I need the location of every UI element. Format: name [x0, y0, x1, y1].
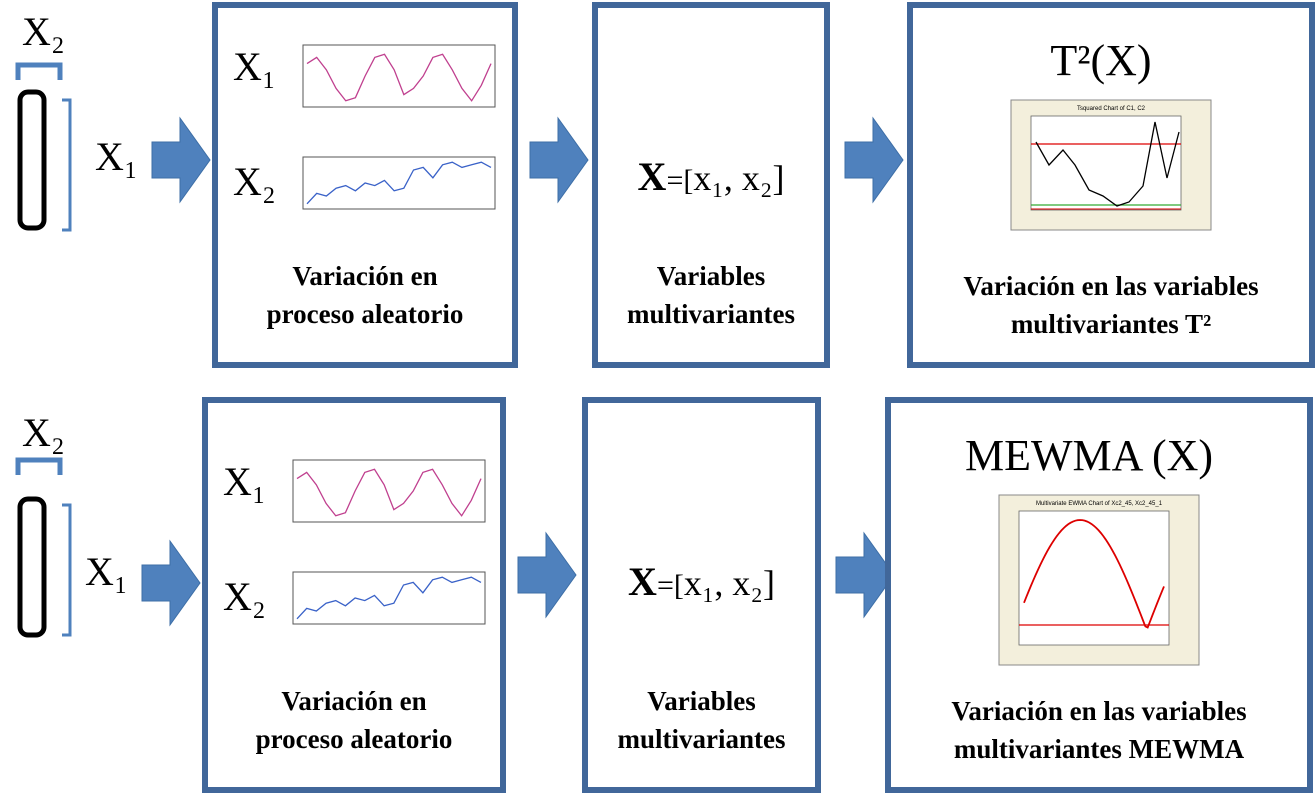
- formula-part: =[: [666, 164, 693, 197]
- box: [592, 2, 830, 368]
- caption: multivariantes: [627, 299, 795, 329]
- bracket: [15, 457, 63, 475]
- pipe: [17, 89, 47, 231]
- mini-chart-line: [306, 53, 492, 102]
- pipe-side-label: X₁: [95, 134, 138, 179]
- mini-chart-frame: [292, 459, 486, 523]
- caption: proceso aleatorio: [267, 299, 464, 329]
- inner-chart-title: Multivariate EWMA Chart of Xc2_45, Xc2_4…: [1036, 501, 1163, 507]
- chart-title: MEWMA (X): [965, 431, 1213, 480]
- formula: X=[x₁, x₂]: [638, 154, 785, 199]
- arrow: [529, 116, 589, 204]
- mini-chart-frame: [292, 571, 486, 625]
- caption: Variación en: [281, 686, 426, 716]
- formula-part: x₁, x₂]: [684, 563, 775, 603]
- mini-chart-frame: [302, 156, 496, 210]
- caption: proceso aleatorio: [256, 724, 453, 754]
- pipe-side-label: X₁: [85, 549, 128, 594]
- chart-line: [1023, 519, 1165, 629]
- caption: Variación en: [292, 261, 437, 291]
- formula: X=[x₁, x₂]: [628, 559, 775, 604]
- bracket: [15, 62, 63, 80]
- arrow: [517, 531, 577, 619]
- series-label: X₂: [233, 159, 276, 204]
- formula-part: X: [628, 559, 657, 604]
- mini-chart-line: [296, 468, 482, 517]
- arrow: [141, 539, 201, 627]
- formula-part: x₁, x₂]: [693, 158, 784, 198]
- chart-line: [1035, 121, 1180, 207]
- caption: multivariantes T²: [1011, 309, 1211, 339]
- caption: multivariantes MEWMA: [954, 734, 1245, 764]
- mini-chart-line: [306, 161, 492, 205]
- plot-area: [1030, 115, 1182, 211]
- caption: multivariantes: [618, 724, 786, 754]
- arrow: [844, 116, 904, 204]
- formula-part: X: [638, 154, 667, 199]
- inner-chart-title: Tsquared Chart of C1, C2: [1077, 106, 1146, 112]
- caption: Variación en las variables: [963, 271, 1258, 301]
- caption: Variables: [647, 686, 756, 716]
- formula-part: =[: [657, 569, 684, 602]
- series-label: X₂: [223, 574, 266, 619]
- pipe-top-label: X₂: [22, 410, 65, 455]
- bracket: [62, 98, 72, 232]
- box: [582, 397, 821, 793]
- mini-chart-line: [296, 576, 482, 620]
- arrow: [835, 531, 895, 619]
- mini-chart-frame: [302, 44, 496, 108]
- series-label: X₁: [233, 44, 276, 89]
- bracket: [62, 503, 72, 637]
- pipe-top-label: X₂: [22, 9, 65, 54]
- pipe: [17, 496, 47, 638]
- arrow: [151, 116, 211, 204]
- caption: Variables: [657, 261, 766, 291]
- caption: Variación en las variables: [951, 696, 1246, 726]
- series-label: X₁: [223, 459, 266, 504]
- chart-title: T²(X): [1050, 36, 1151, 85]
